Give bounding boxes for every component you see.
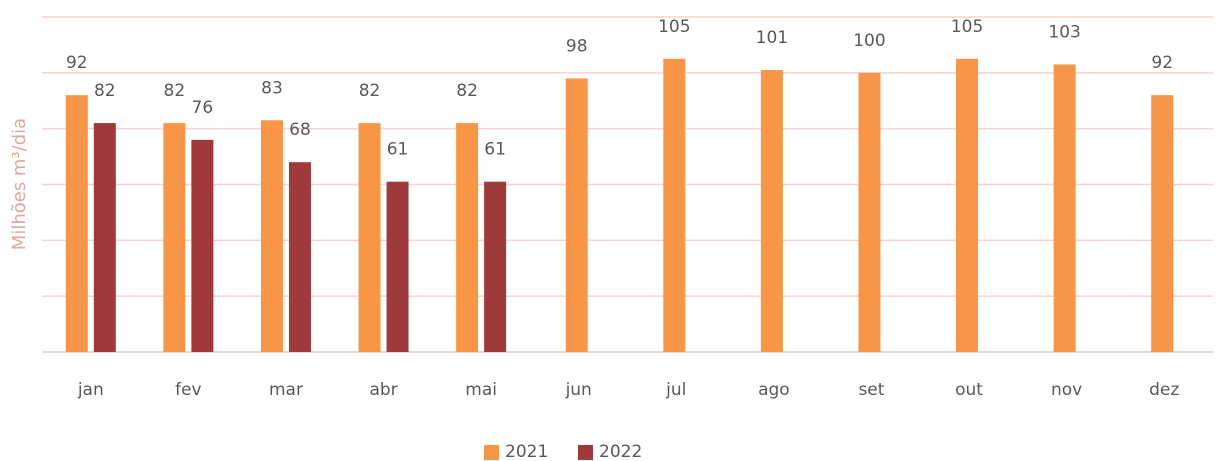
y-axis-label: Milhões m³/dia	[9, 118, 30, 250]
x-tick-label: set	[858, 380, 884, 400]
bar	[386, 181, 409, 352]
data-label: 103	[1048, 22, 1080, 42]
x-tick-label: dez	[1149, 380, 1179, 400]
x-tick-label: mar	[269, 380, 303, 400]
data-label: 100	[853, 31, 885, 51]
data-label: 82	[456, 81, 478, 101]
bar	[1053, 64, 1076, 352]
legend-swatch	[578, 445, 593, 460]
x-tick-label: mai	[465, 380, 497, 400]
bar	[191, 139, 214, 352]
x-tick-label: abr	[369, 380, 397, 400]
x-tick-label: nov	[1051, 380, 1082, 400]
legend-swatch	[484, 445, 499, 460]
x-tick-label: ago	[758, 380, 790, 400]
data-label: 82	[94, 81, 116, 101]
bar	[65, 95, 88, 353]
x-tick-label: jan	[77, 380, 104, 400]
data-label: 76	[192, 98, 214, 118]
bar	[1151, 95, 1174, 353]
bar	[358, 123, 381, 352]
data-label: 92	[66, 53, 88, 73]
data-label: 61	[387, 140, 409, 160]
bar	[565, 78, 588, 353]
x-tick-label: out	[955, 380, 983, 400]
bar	[484, 181, 507, 352]
data-label: 98	[566, 36, 588, 56]
bar	[93, 123, 116, 352]
data-label: 61	[484, 140, 506, 160]
bar	[260, 120, 283, 353]
data-label: 105	[658, 17, 690, 37]
data-label: 82	[164, 81, 186, 101]
data-label: 68	[289, 120, 311, 140]
data-label: 101	[756, 28, 788, 48]
data-label: 92	[1151, 53, 1173, 73]
x-tick-label: jul	[665, 380, 686, 400]
bar	[163, 123, 186, 352]
legend-label: 2022	[599, 442, 642, 461]
x-tick-label: fev	[175, 380, 202, 400]
x-tick-label: jun	[565, 380, 592, 400]
bar	[456, 123, 479, 352]
legend-label: 2021	[505, 442, 548, 461]
bar	[288, 162, 311, 352]
bar	[663, 58, 686, 352]
data-label: 105	[951, 17, 983, 37]
bar	[760, 70, 783, 353]
data-label: 83	[261, 78, 283, 98]
bar	[858, 72, 881, 352]
bar	[956, 58, 979, 352]
data-label: 82	[359, 81, 381, 101]
